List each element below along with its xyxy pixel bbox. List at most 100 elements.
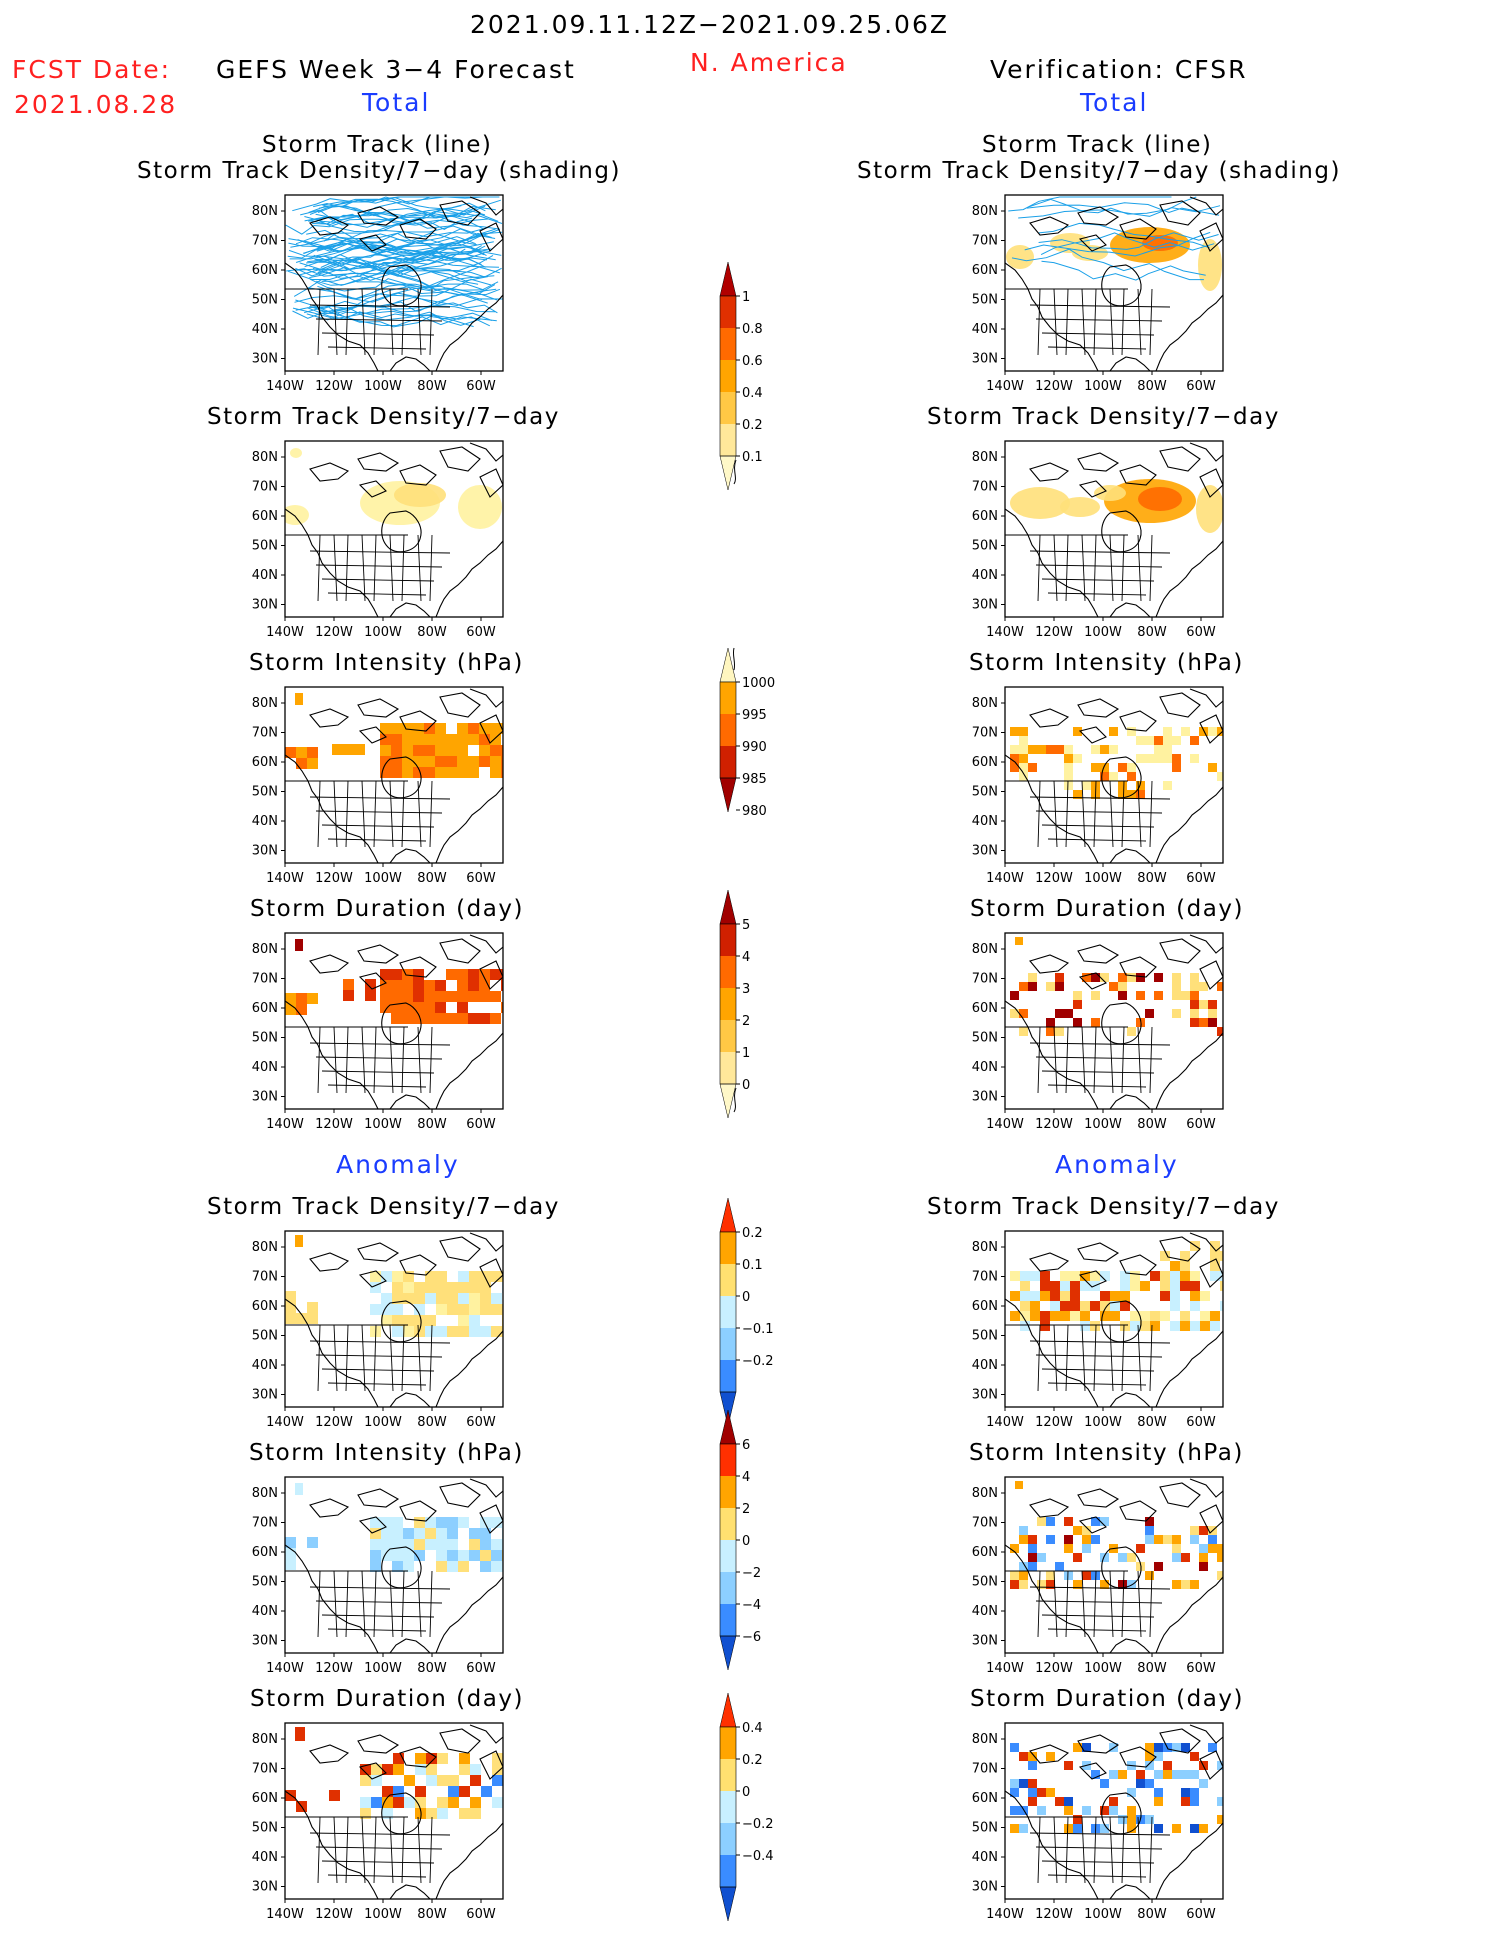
data-cell [1145, 1571, 1154, 1580]
map-density-gefs: 80N 70N 60N 50N 40N 30N 140W 120W 100W 80W 60W [240, 440, 530, 641]
data-cell [468, 734, 479, 745]
state-line [429, 534, 433, 602]
data-cell [1109, 745, 1118, 754]
state-line [345, 534, 349, 602]
state-line [321, 1070, 435, 1074]
lon-label: 120W [315, 1415, 353, 1430]
data-cell [1073, 1815, 1082, 1824]
data-cell [1199, 1562, 1208, 1571]
state-line [389, 780, 394, 848]
colorbar-label: 0.1 [742, 450, 763, 465]
state-line [417, 1570, 422, 1638]
data-cell [436, 1326, 447, 1337]
plot-area [1005, 196, 1223, 371]
data-cell [1109, 1770, 1118, 1779]
data-cells [380, 723, 503, 778]
lon-label: 140W [266, 625, 304, 640]
lon-label: 140W [986, 1907, 1024, 1922]
lon-label: 60W [1186, 1415, 1216, 1430]
lat-label: 40N [972, 1850, 998, 1865]
data-cell [413, 745, 424, 756]
arctic-islands [1029, 200, 1223, 252]
data-cell [470, 1808, 481, 1819]
data-cell [1170, 1271, 1180, 1281]
data-cell [1010, 1311, 1020, 1321]
data-cell [1046, 1535, 1055, 1544]
storm-track [321, 266, 480, 287]
political-borders [1005, 288, 1171, 356]
lon-label: 140W [266, 871, 304, 886]
data-cell [404, 1775, 415, 1786]
lon-label: 60W [1186, 379, 1216, 394]
lon-label: 100W [364, 871, 402, 886]
data-cell [1220, 1301, 1223, 1311]
data-cell [1150, 1311, 1160, 1321]
data-cell [446, 969, 457, 980]
data-cell [492, 1775, 503, 1786]
density-blob [1198, 239, 1222, 291]
data-cell [480, 1293, 491, 1304]
state-line [333, 1570, 338, 1638]
state-line [1037, 780, 1041, 848]
data-cell [1217, 1761, 1223, 1770]
data-cell [403, 1326, 414, 1337]
data-cell [1080, 1281, 1090, 1291]
data-cell [1163, 781, 1172, 790]
data-cell [1208, 727, 1217, 736]
data-cell [1190, 754, 1199, 763]
lat-label: 70N [252, 726, 278, 741]
data-cell [448, 1775, 459, 1786]
colorbar-segment [720, 392, 736, 424]
data-cell [1010, 1743, 1019, 1752]
data-cell [391, 1013, 402, 1024]
colorbar-segment [720, 746, 736, 778]
state-line [361, 1816, 366, 1884]
state-line [315, 810, 443, 814]
coastline [1005, 1478, 1223, 1653]
state-line [401, 1026, 405, 1094]
data-cell [1019, 763, 1028, 772]
lat-label: 80N [972, 1486, 998, 1501]
data-cell [480, 1528, 491, 1539]
data-cell [1136, 736, 1145, 745]
storm-track [1018, 205, 1221, 219]
density-blob [1196, 485, 1223, 533]
storm-track [306, 307, 482, 326]
lon-label: 100W [1084, 379, 1122, 394]
hudson-bay [381, 510, 422, 553]
data-cell [424, 991, 435, 1002]
date-range-title: 2021.09.11.12Z−2021.09.25.06Z [470, 10, 949, 39]
data-cell [1046, 1018, 1055, 1027]
data-cell [491, 1304, 502, 1315]
data-cell [1091, 991, 1100, 1000]
data-cell [1172, 1009, 1181, 1018]
state-line [1053, 1570, 1058, 1638]
state-line [327, 1084, 427, 1088]
state-line [345, 780, 349, 848]
data-cell [458, 1304, 469, 1315]
storm-track [314, 281, 499, 315]
coast-path [285, 262, 503, 371]
state-line [1065, 288, 1069, 356]
state-line [429, 288, 433, 356]
data-cell [457, 767, 468, 778]
data-cell [360, 1808, 371, 1819]
data-cell [1055, 982, 1064, 991]
state-line [321, 1860, 435, 1864]
data-cell [392, 1315, 403, 1326]
data-cell [491, 1550, 502, 1561]
data-cell [1037, 1806, 1046, 1815]
data-cell [1010, 727, 1019, 736]
state-line [1137, 1324, 1142, 1392]
state-line [321, 332, 435, 336]
state-line [417, 1324, 422, 1392]
data-cell [1110, 1311, 1120, 1321]
lat-label: 40N [252, 1604, 278, 1619]
lon-label: 120W [315, 1661, 353, 1676]
greenland-edge [1189, 196, 1223, 216]
data-cells [285, 1291, 318, 1324]
state-line [1081, 534, 1086, 602]
state-line [317, 1816, 321, 1884]
state-line [1053, 1324, 1058, 1392]
map-intensity-anom-gefs: 80N 70N 60N 50N 40N 30N 140W 120W 100W 80W 60W [240, 1476, 530, 1677]
